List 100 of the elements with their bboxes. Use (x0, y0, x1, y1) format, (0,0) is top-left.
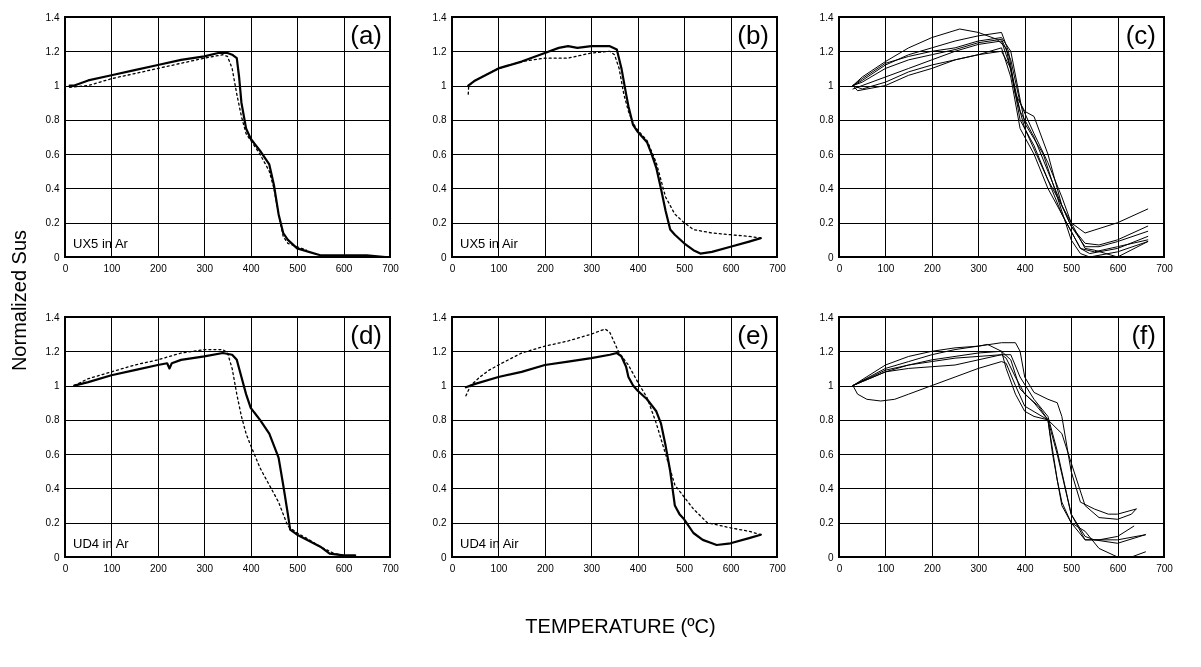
y-tick-label: 1.2 (45, 345, 60, 357)
y-tick-label: 1.4 (819, 11, 834, 23)
y-tick-label: 1 (440, 380, 447, 392)
x-tick-label: 100 (877, 562, 895, 574)
y-tick-label: 1.2 (432, 45, 447, 57)
y-tick-label: 0.8 (819, 414, 834, 426)
annotation: (a) (350, 20, 382, 50)
x-tick-label: 400 (1016, 562, 1034, 574)
y-tick-label: 1.4 (45, 11, 60, 23)
x-tick-label: 0 (62, 562, 69, 574)
x-tick-label: 300 (196, 562, 214, 574)
x-tick-label: 300 (970, 262, 988, 274)
y-tick-label: 1.2 (432, 345, 447, 357)
y-tick-label: 1 (53, 380, 60, 392)
y-tick-label: 0.6 (819, 148, 834, 160)
x-tick-label: 300 (583, 562, 601, 574)
x-tick-label: 0 (62, 262, 69, 274)
x-tick-label: 700 (1156, 262, 1174, 274)
y-tick-label: 0.8 (45, 114, 60, 126)
y-tick-label: 1.4 (819, 311, 834, 323)
y-tick-label: 0.2 (432, 517, 447, 529)
x-tick-label: 400 (1016, 262, 1034, 274)
y-tick-label: 0.6 (819, 448, 834, 460)
y-tick-label: 0.8 (819, 114, 834, 126)
x-tick-label: 700 (382, 262, 400, 274)
x-tick-label: 200 (537, 562, 555, 574)
annotation: (b) (737, 20, 769, 50)
x-tick-label: 300 (583, 262, 601, 274)
y-tick-label: 1 (53, 80, 60, 92)
annotation: UX5 in Air (460, 236, 519, 251)
x-tick-label: 100 (490, 262, 508, 274)
y-tick-label: 0 (440, 251, 447, 263)
y-tick-label: 0.4 (45, 182, 60, 194)
y-tick-label: 0.2 (45, 217, 60, 229)
x-tick-label: 100 (103, 562, 121, 574)
x-axis-title: TEMPERATURE (ºC) (524, 615, 717, 638)
x-tick-label: 200 (924, 262, 942, 274)
x-tick-label: 400 (629, 562, 647, 574)
y-tick-label: 1.4 (432, 311, 447, 323)
x-tick-label: 500 (1063, 262, 1081, 274)
y-tick-label: 0 (53, 551, 60, 563)
x-tick-label: 100 (490, 562, 508, 574)
x-tick-label: 400 (242, 262, 260, 274)
y-tick-label: 0 (440, 551, 447, 563)
y-tick-label: 0 (827, 251, 834, 263)
x-tick-label: 500 (289, 562, 307, 574)
x-tick-label: 300 (196, 262, 214, 274)
y-tick-label: 0.2 (45, 517, 60, 529)
x-tick-label: 200 (924, 562, 942, 574)
x-tick-label: 0 (449, 262, 456, 274)
y-tick-label: 0.8 (432, 414, 447, 426)
x-tick-label: 500 (676, 562, 694, 574)
y-tick-label: 0.2 (819, 517, 834, 529)
x-tick-label: 200 (150, 562, 168, 574)
y-tick-label: 0.6 (45, 148, 60, 160)
y-tick-label: 1 (440, 80, 447, 92)
x-tick-label: 100 (103, 262, 121, 274)
y-tick-label: 0.2 (819, 217, 834, 229)
y-tick-label: 0.4 (45, 482, 60, 494)
y-tick-label: 0.4 (432, 482, 447, 494)
annotation: (c) (1125, 20, 1156, 50)
y-tick-label: 0.6 (432, 148, 447, 160)
x-tick-label: 200 (537, 262, 555, 274)
x-tick-label: 700 (769, 262, 787, 274)
y-tick-label: 0.8 (432, 114, 447, 126)
y-tick-label: 1.2 (45, 45, 60, 57)
y-tick-label: 1.2 (819, 345, 834, 357)
x-tick-label: 700 (1156, 562, 1174, 574)
annotation: (f) (1131, 320, 1156, 350)
x-tick-label: 400 (629, 262, 647, 274)
x-tick-label: 400 (242, 562, 260, 574)
x-tick-label: 600 (335, 262, 353, 274)
x-tick-label: 0 (836, 262, 843, 274)
y-tick-label: 0.4 (432, 182, 447, 194)
y-tick-label: 1.4 (45, 311, 60, 323)
y-tick-label: 1 (827, 380, 834, 392)
y-tick-label: 1.4 (432, 11, 447, 23)
x-tick-label: 700 (769, 562, 787, 574)
y-axis-title: Normalized Sus (8, 229, 32, 371)
y-tick-label: 0.4 (819, 482, 834, 494)
x-tick-label: 600 (722, 562, 740, 574)
x-tick-label: 100 (877, 262, 895, 274)
y-tick-label: 0 (827, 551, 834, 563)
annotation: UX5 in Ar (73, 236, 129, 251)
y-tick-label: 0.8 (45, 414, 60, 426)
annotation: (d) (350, 320, 382, 350)
y-tick-label: 0.6 (45, 448, 60, 460)
x-tick-label: 600 (722, 262, 740, 274)
x-tick-label: 0 (836, 562, 843, 574)
x-tick-label: 500 (1063, 562, 1081, 574)
x-tick-label: 600 (1109, 562, 1127, 574)
x-tick-label: 700 (382, 562, 400, 574)
x-tick-label: 600 (335, 562, 353, 574)
y-tick-label: 1 (827, 80, 834, 92)
x-tick-label: 200 (150, 262, 168, 274)
x-tick-label: 500 (676, 262, 694, 274)
y-tick-label: 0.4 (819, 182, 834, 194)
x-tick-label: 300 (970, 562, 988, 574)
y-tick-label: 0.2 (432, 217, 447, 229)
annotation: (e) (737, 320, 769, 350)
